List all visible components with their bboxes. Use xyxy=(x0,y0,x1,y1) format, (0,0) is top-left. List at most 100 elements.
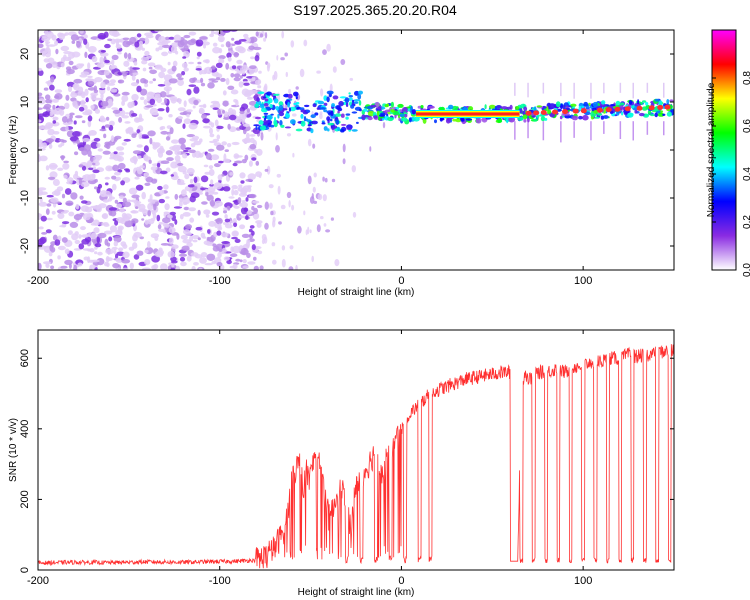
noise-blob xyxy=(80,181,90,188)
noise-blob xyxy=(230,253,238,258)
snr-panel: -200 -100 0 100 0 200 400 600 Height of straight… xyxy=(8,329,675,598)
noise-blob xyxy=(85,97,89,103)
signal-blob xyxy=(348,95,353,98)
noise-blob xyxy=(235,258,241,262)
signal-blob xyxy=(390,109,395,113)
noise-blob xyxy=(161,51,169,57)
noise-blob xyxy=(54,95,60,99)
noise-blob xyxy=(154,235,159,241)
noise-blob xyxy=(201,113,207,120)
x-tick-label: 100 xyxy=(574,275,592,287)
signal-blob xyxy=(619,102,625,106)
noise-blob xyxy=(212,245,220,252)
noise-blob xyxy=(241,117,246,125)
noise-blob xyxy=(129,66,133,74)
noise-blob xyxy=(255,220,263,224)
noise-blob xyxy=(170,45,178,54)
signal-blob xyxy=(255,125,258,131)
noise-blob xyxy=(83,38,88,45)
colorbar-tick-label: 0.6 xyxy=(742,119,750,133)
noise-blob xyxy=(226,143,232,148)
noise-blob xyxy=(74,170,79,177)
signal-blob xyxy=(398,114,400,119)
noise-blob xyxy=(157,116,163,121)
noise-blob xyxy=(198,104,207,108)
noise-blob xyxy=(107,98,113,105)
streak xyxy=(514,82,516,96)
noise-blob xyxy=(166,82,172,86)
signal-blob xyxy=(601,100,606,105)
noise-blob xyxy=(130,199,139,203)
signal-blob xyxy=(302,111,309,115)
streak xyxy=(527,82,529,98)
noise-blob xyxy=(48,162,58,170)
scatter-blob xyxy=(307,138,312,147)
noise-blob xyxy=(222,109,225,114)
scatter-blob xyxy=(275,132,278,141)
scatter-blob xyxy=(281,245,286,251)
noise-blob xyxy=(149,80,154,84)
noise-blob xyxy=(222,90,227,96)
noise-blob xyxy=(162,217,171,224)
noise-blob xyxy=(215,77,221,81)
scatter-blob xyxy=(331,178,336,183)
noise-blob xyxy=(99,56,104,64)
noise-blob xyxy=(192,105,196,109)
noise-blob xyxy=(179,112,187,116)
signal-blob xyxy=(562,104,566,110)
signal-blob xyxy=(272,93,280,96)
noise-blob xyxy=(240,247,249,256)
noise-blob xyxy=(238,184,243,188)
scatter-blob xyxy=(342,158,346,165)
noise-blob xyxy=(122,251,130,259)
noise-blob xyxy=(240,188,248,196)
noise-blob xyxy=(245,178,253,182)
noise-blob xyxy=(251,76,256,82)
x-tick-label: 0 xyxy=(398,575,404,587)
noise-blob xyxy=(82,111,92,116)
signal-blob xyxy=(319,107,326,110)
signal-blob xyxy=(351,111,358,114)
noise-blob xyxy=(38,213,43,218)
signal-blob xyxy=(314,112,319,116)
signal-blob xyxy=(321,120,325,123)
noise-blob xyxy=(157,84,166,87)
signal-blob xyxy=(467,106,474,112)
streak xyxy=(603,82,605,94)
signal-blob xyxy=(564,114,571,119)
noise-blob xyxy=(121,142,128,146)
scatter-blob xyxy=(292,113,297,117)
carrier-hotspot xyxy=(552,109,558,115)
noise-blob xyxy=(64,259,73,265)
noise-blob xyxy=(109,225,118,233)
noise-blob xyxy=(164,203,170,211)
scatter-blob xyxy=(288,200,291,208)
noise-blob xyxy=(81,165,87,171)
noise-blob xyxy=(45,165,50,171)
noise-blob xyxy=(238,81,244,88)
noise-blob xyxy=(52,179,60,186)
signal-blob xyxy=(506,117,509,124)
carrier-hotspot xyxy=(562,109,568,115)
noise-blob xyxy=(151,265,157,270)
noise-blob xyxy=(165,196,170,199)
noise-blob xyxy=(168,78,178,84)
noise-blob xyxy=(66,130,74,138)
noise-blob xyxy=(210,122,215,128)
noise-blob xyxy=(131,74,136,81)
streak xyxy=(542,82,545,94)
noise-blob xyxy=(71,40,76,44)
noise-blob xyxy=(205,152,212,160)
noise-blob xyxy=(159,170,168,175)
noise-blob xyxy=(183,50,190,59)
noise-blob xyxy=(159,189,165,195)
noise-blob xyxy=(49,244,53,252)
noise-blob xyxy=(72,131,81,137)
noise-blob xyxy=(102,199,110,203)
noise-blob xyxy=(38,67,43,72)
noise-blob xyxy=(92,219,100,226)
noise-blob xyxy=(220,44,225,48)
noise-blob xyxy=(223,111,229,118)
noise-blob xyxy=(113,235,122,243)
noise-blob xyxy=(183,201,188,205)
